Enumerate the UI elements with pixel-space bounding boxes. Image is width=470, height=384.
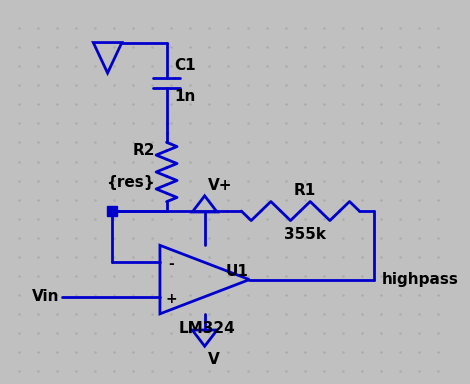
Text: V: V	[208, 352, 219, 367]
Text: R2: R2	[133, 142, 155, 157]
Text: {res}: {res}	[107, 175, 155, 190]
Text: +: +	[165, 291, 177, 306]
Text: LM324: LM324	[179, 321, 236, 336]
Text: 1n: 1n	[174, 89, 196, 104]
Text: Vin: Vin	[31, 289, 59, 304]
Text: U1: U1	[226, 264, 249, 279]
Text: highpass: highpass	[382, 272, 459, 287]
Text: V+: V+	[208, 178, 232, 193]
Text: R1: R1	[294, 183, 316, 198]
Text: C1: C1	[174, 58, 196, 73]
Text: 355k: 355k	[284, 227, 326, 242]
Text: -: -	[168, 257, 174, 271]
